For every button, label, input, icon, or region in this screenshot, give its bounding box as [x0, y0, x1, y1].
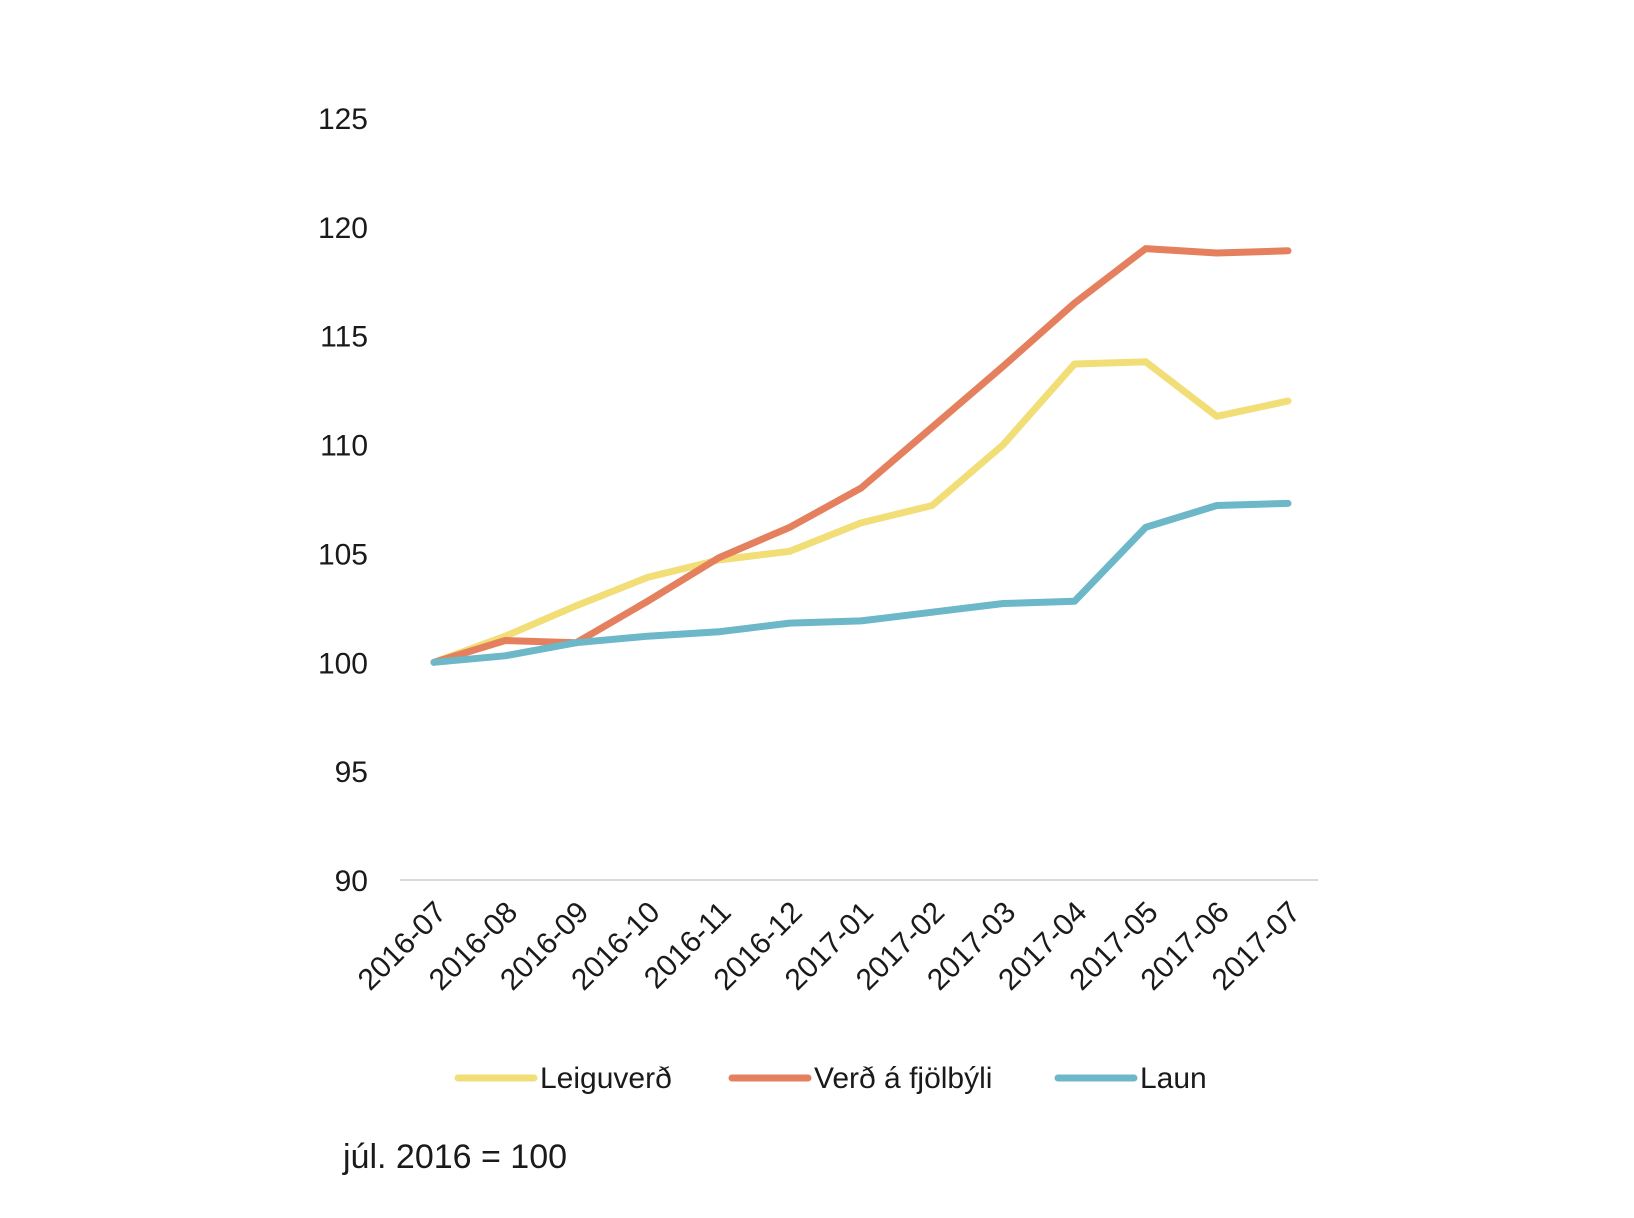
legend: Leiguverð Verð á fjölbýli Laun — [454, 1062, 1207, 1095]
y-tick-label: 105 — [318, 538, 368, 571]
y-tick-label: 90 — [335, 865, 368, 898]
series-line — [430, 499, 1292, 666]
index-base-note: júl. 2016 = 100 — [342, 1138, 567, 1176]
y-tick-label: 100 — [318, 647, 368, 680]
y-tick-label: 125 — [318, 103, 368, 136]
series-line — [430, 245, 1292, 666]
series-lines — [430, 245, 1292, 666]
x-axis-ticks: 2016-072016-082016-092016-102016-112016-… — [352, 896, 1307, 997]
y-tick-label: 110 — [320, 430, 368, 463]
y-tick-label: 120 — [318, 212, 368, 245]
y-tick-label: 115 — [320, 321, 368, 354]
y-tick-label: 95 — [335, 756, 368, 789]
legend-label: Leiguverð — [540, 1062, 672, 1095]
y-axis-ticks: 90 95 100 105 110 115 120 125 — [318, 103, 368, 898]
legend-label: Laun — [1140, 1062, 1207, 1095]
legend-label: Verð á fjölbýli — [814, 1062, 992, 1095]
series-line — [430, 358, 1292, 666]
